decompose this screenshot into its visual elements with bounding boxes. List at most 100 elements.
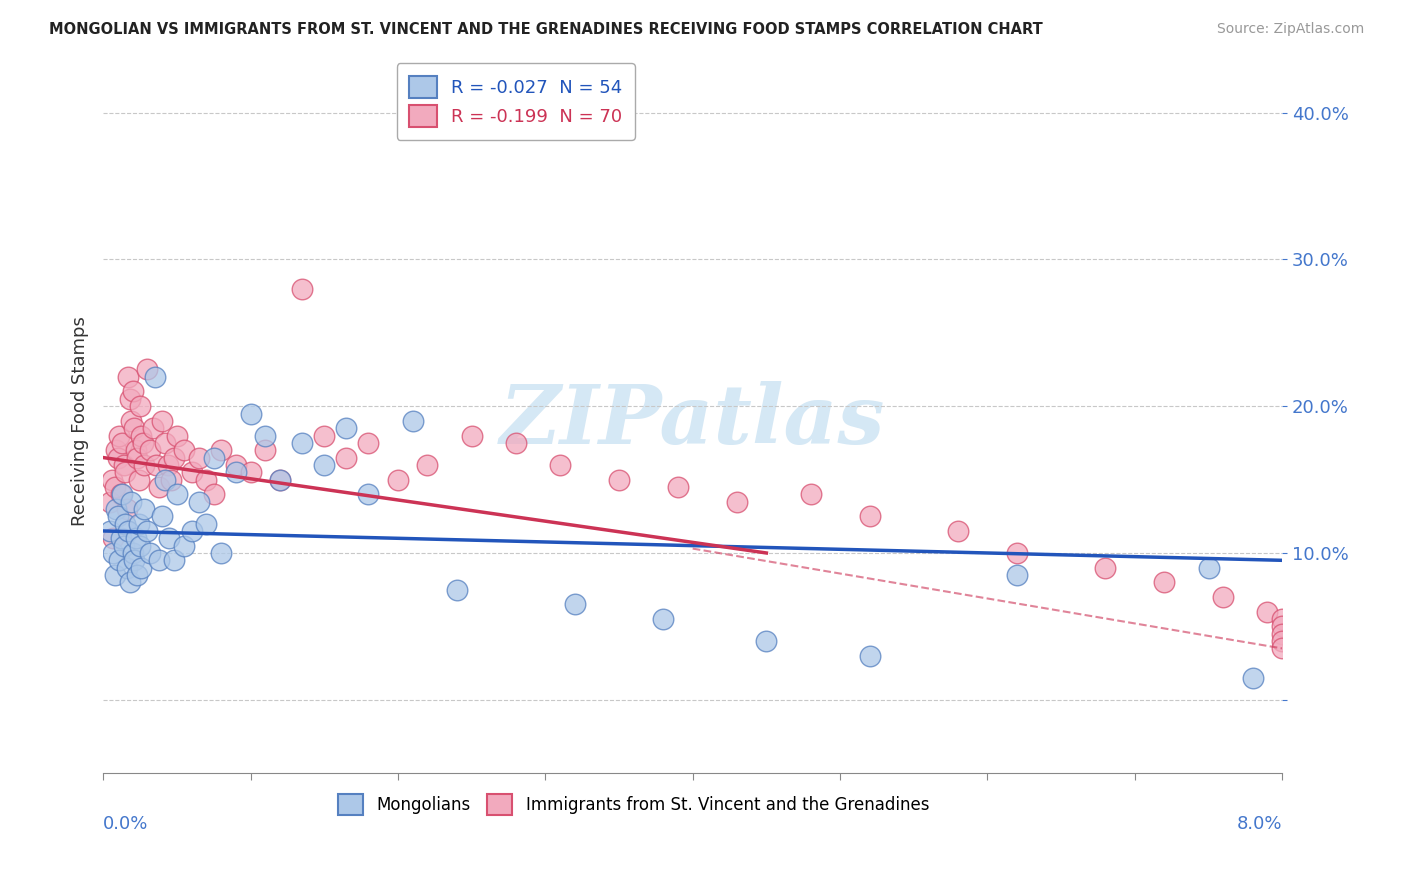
Point [163, 553, 186, 567]
Point [387, 473, 409, 487]
Point [100, 524, 122, 538]
Point [129, 399, 152, 413]
Point [858, 648, 880, 663]
Text: MONGOLIAN VS IMMIGRANTS FROM ST. VINCENT AND THE GRENADINES RECEIVING FOOD STAMP: MONGOLIAN VS IMMIGRANTS FROM ST. VINCENT… [49, 22, 1043, 37]
Point [1271, 641, 1294, 656]
Point [114, 516, 136, 531]
Point [125, 568, 148, 582]
Text: ZIPatlas: ZIPatlas [501, 381, 886, 461]
Point [112, 539, 135, 553]
Point [128, 473, 150, 487]
Text: 8.0%: 8.0% [1237, 815, 1282, 833]
Point [173, 443, 195, 458]
Point [202, 450, 225, 465]
Point [104, 480, 127, 494]
Point [187, 450, 209, 465]
Point [153, 473, 176, 487]
Point [314, 428, 336, 442]
Legend: Mongolians, Immigrants from St. Vincent and the Grenadines: Mongolians, Immigrants from St. Vincent … [332, 788, 936, 822]
Point [460, 428, 482, 442]
Point [1094, 560, 1116, 574]
Point [136, 362, 159, 376]
Point [101, 473, 124, 487]
Point [148, 480, 170, 494]
Point [1212, 590, 1234, 604]
Point [134, 502, 156, 516]
Point [187, 494, 209, 508]
Point [195, 516, 218, 531]
Point [800, 487, 823, 501]
Point [180, 465, 202, 479]
Point [148, 553, 170, 567]
Point [269, 473, 291, 487]
Point [239, 407, 262, 421]
Point [105, 443, 128, 458]
Point [121, 546, 143, 560]
Point [180, 524, 202, 538]
Point [110, 531, 132, 545]
Point [1005, 546, 1028, 560]
Point [269, 473, 291, 487]
Point [166, 487, 188, 501]
Point [128, 516, 150, 531]
Point [1256, 605, 1278, 619]
Point [401, 414, 423, 428]
Point [725, 494, 748, 508]
Point [136, 524, 159, 538]
Point [946, 524, 969, 538]
Point [209, 546, 232, 560]
Point [607, 473, 630, 487]
Point [108, 553, 131, 567]
Point [666, 480, 689, 494]
Point [117, 524, 139, 538]
Point [314, 458, 336, 472]
Point [505, 435, 527, 450]
Point [1153, 575, 1175, 590]
Point [225, 458, 247, 472]
Point [131, 560, 153, 574]
Point [548, 458, 571, 472]
Point [150, 414, 173, 428]
Point [131, 428, 153, 442]
Y-axis label: Receiving Food Stamps: Receiving Food Stamps [72, 316, 89, 525]
Point [120, 494, 142, 508]
Point [239, 465, 262, 479]
Point [357, 487, 380, 501]
Point [103, 546, 125, 560]
Point [100, 494, 122, 508]
Point [103, 531, 125, 545]
Point [118, 575, 141, 590]
Point [124, 443, 146, 458]
Point [335, 450, 357, 465]
Point [118, 392, 141, 406]
Point [107, 509, 129, 524]
Point [225, 465, 247, 479]
Point [1005, 568, 1028, 582]
Point [564, 598, 586, 612]
Point [755, 634, 778, 648]
Point [120, 414, 142, 428]
Point [150, 509, 173, 524]
Point [115, 502, 138, 516]
Point [652, 612, 675, 626]
Point [195, 473, 218, 487]
Point [112, 458, 135, 472]
Point [291, 282, 314, 296]
Point [115, 560, 138, 574]
Point [132, 435, 155, 450]
Point [1198, 560, 1220, 574]
Point [416, 458, 439, 472]
Point [209, 443, 232, 458]
Point [114, 465, 136, 479]
Point [1271, 612, 1294, 626]
Point [111, 487, 134, 501]
Text: 0.0%: 0.0% [103, 815, 149, 833]
Point [159, 531, 181, 545]
Point [446, 582, 468, 597]
Point [139, 546, 162, 560]
Point [163, 450, 186, 465]
Point [125, 450, 148, 465]
Point [143, 369, 166, 384]
Point [153, 435, 176, 450]
Point [104, 568, 127, 582]
